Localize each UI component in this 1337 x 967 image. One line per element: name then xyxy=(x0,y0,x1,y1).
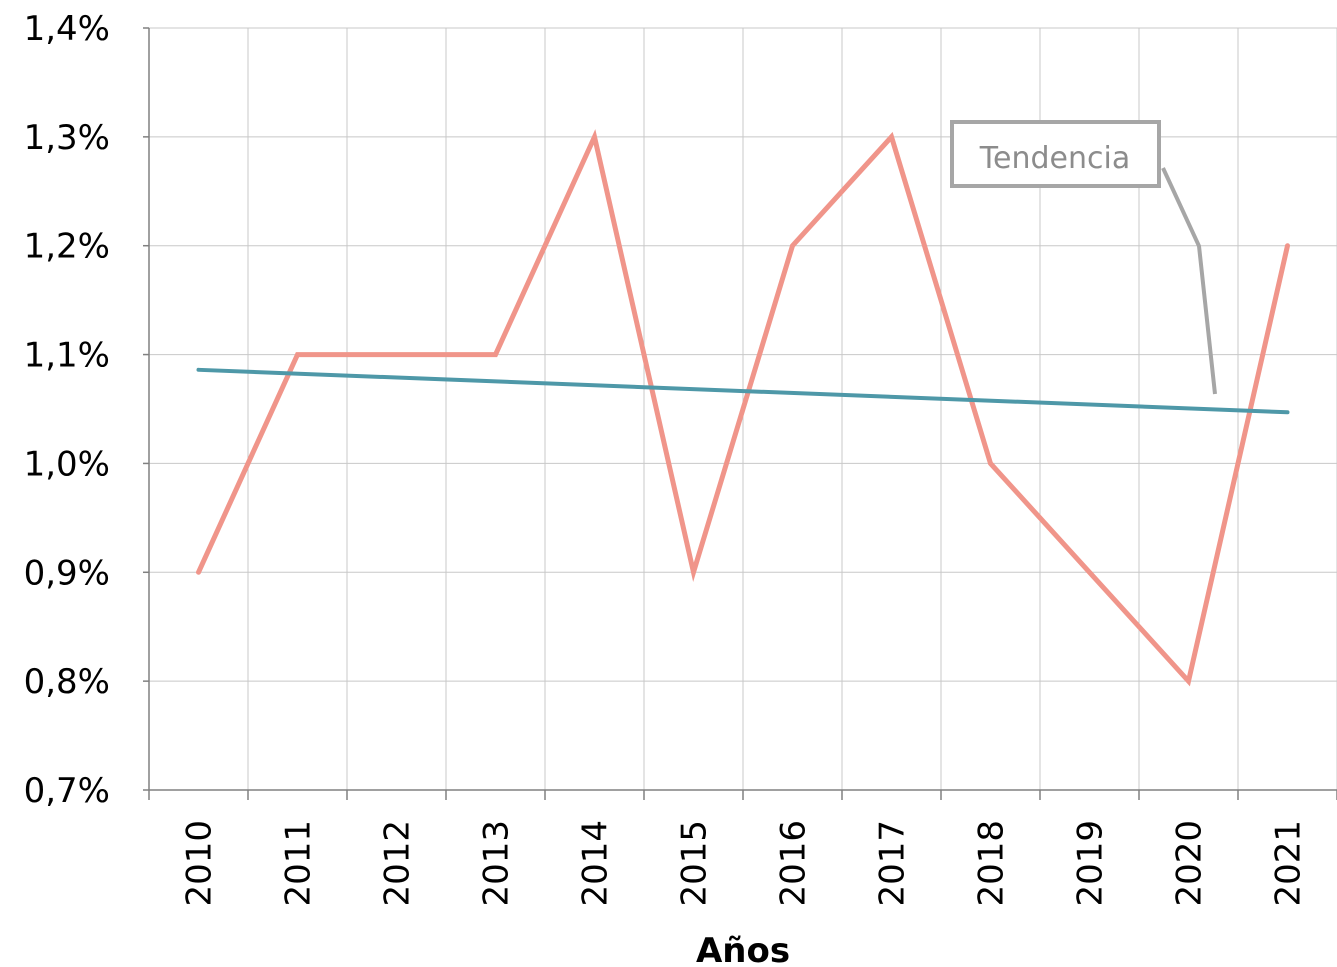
series-layer xyxy=(196,129,1290,687)
x-tick-label: 2017 xyxy=(873,820,913,907)
y-tick-label: 1,2% xyxy=(24,227,110,267)
trend-callout: Tendencia xyxy=(950,120,1217,395)
y-axis-tick-labels: 0,7% 0,8% 0,9% 1,0% 1,1% 1,2% 1,3% 1,4% xyxy=(24,9,110,811)
x-tick-label: 2021 xyxy=(1269,820,1309,907)
callout-leader-line xyxy=(1161,167,1217,395)
x-axis-tick-labels: 2010 2011 2012 2013 2014 2015 2016 2017 2018 2019… xyxy=(180,820,1309,907)
y-tick-label: 0,8% xyxy=(24,662,110,702)
x-tick-label: 2012 xyxy=(378,820,418,907)
y-tick-label: 0,9% xyxy=(24,553,110,593)
x-tick-label: 2016 xyxy=(774,820,814,907)
x-tick-label: 2010 xyxy=(180,820,220,907)
callout-box xyxy=(950,120,1161,188)
x-axis-title: Años xyxy=(696,931,790,967)
x-tick-label: 2011 xyxy=(279,820,319,907)
x-tick-label: 2013 xyxy=(477,820,517,907)
y-tick-label: 1,4% xyxy=(24,9,110,49)
y-tick-label: 1,3% xyxy=(24,118,110,158)
callout-label: Tendencia xyxy=(979,141,1130,176)
series-line xyxy=(196,129,1290,687)
x-tick-label: 2015 xyxy=(675,820,715,907)
axes xyxy=(143,27,1337,800)
x-tick-label: 2014 xyxy=(576,820,616,907)
x-tick-label: 2019 xyxy=(1071,820,1111,907)
y-tick-label: 1,1% xyxy=(24,336,110,376)
y-tick-label: 1,0% xyxy=(24,444,110,484)
x-tick-label: 2018 xyxy=(972,820,1012,907)
y-tick-label: 0,7% xyxy=(24,771,110,811)
trend-line xyxy=(196,367,1290,415)
x-tick-label: 2020 xyxy=(1170,820,1210,907)
